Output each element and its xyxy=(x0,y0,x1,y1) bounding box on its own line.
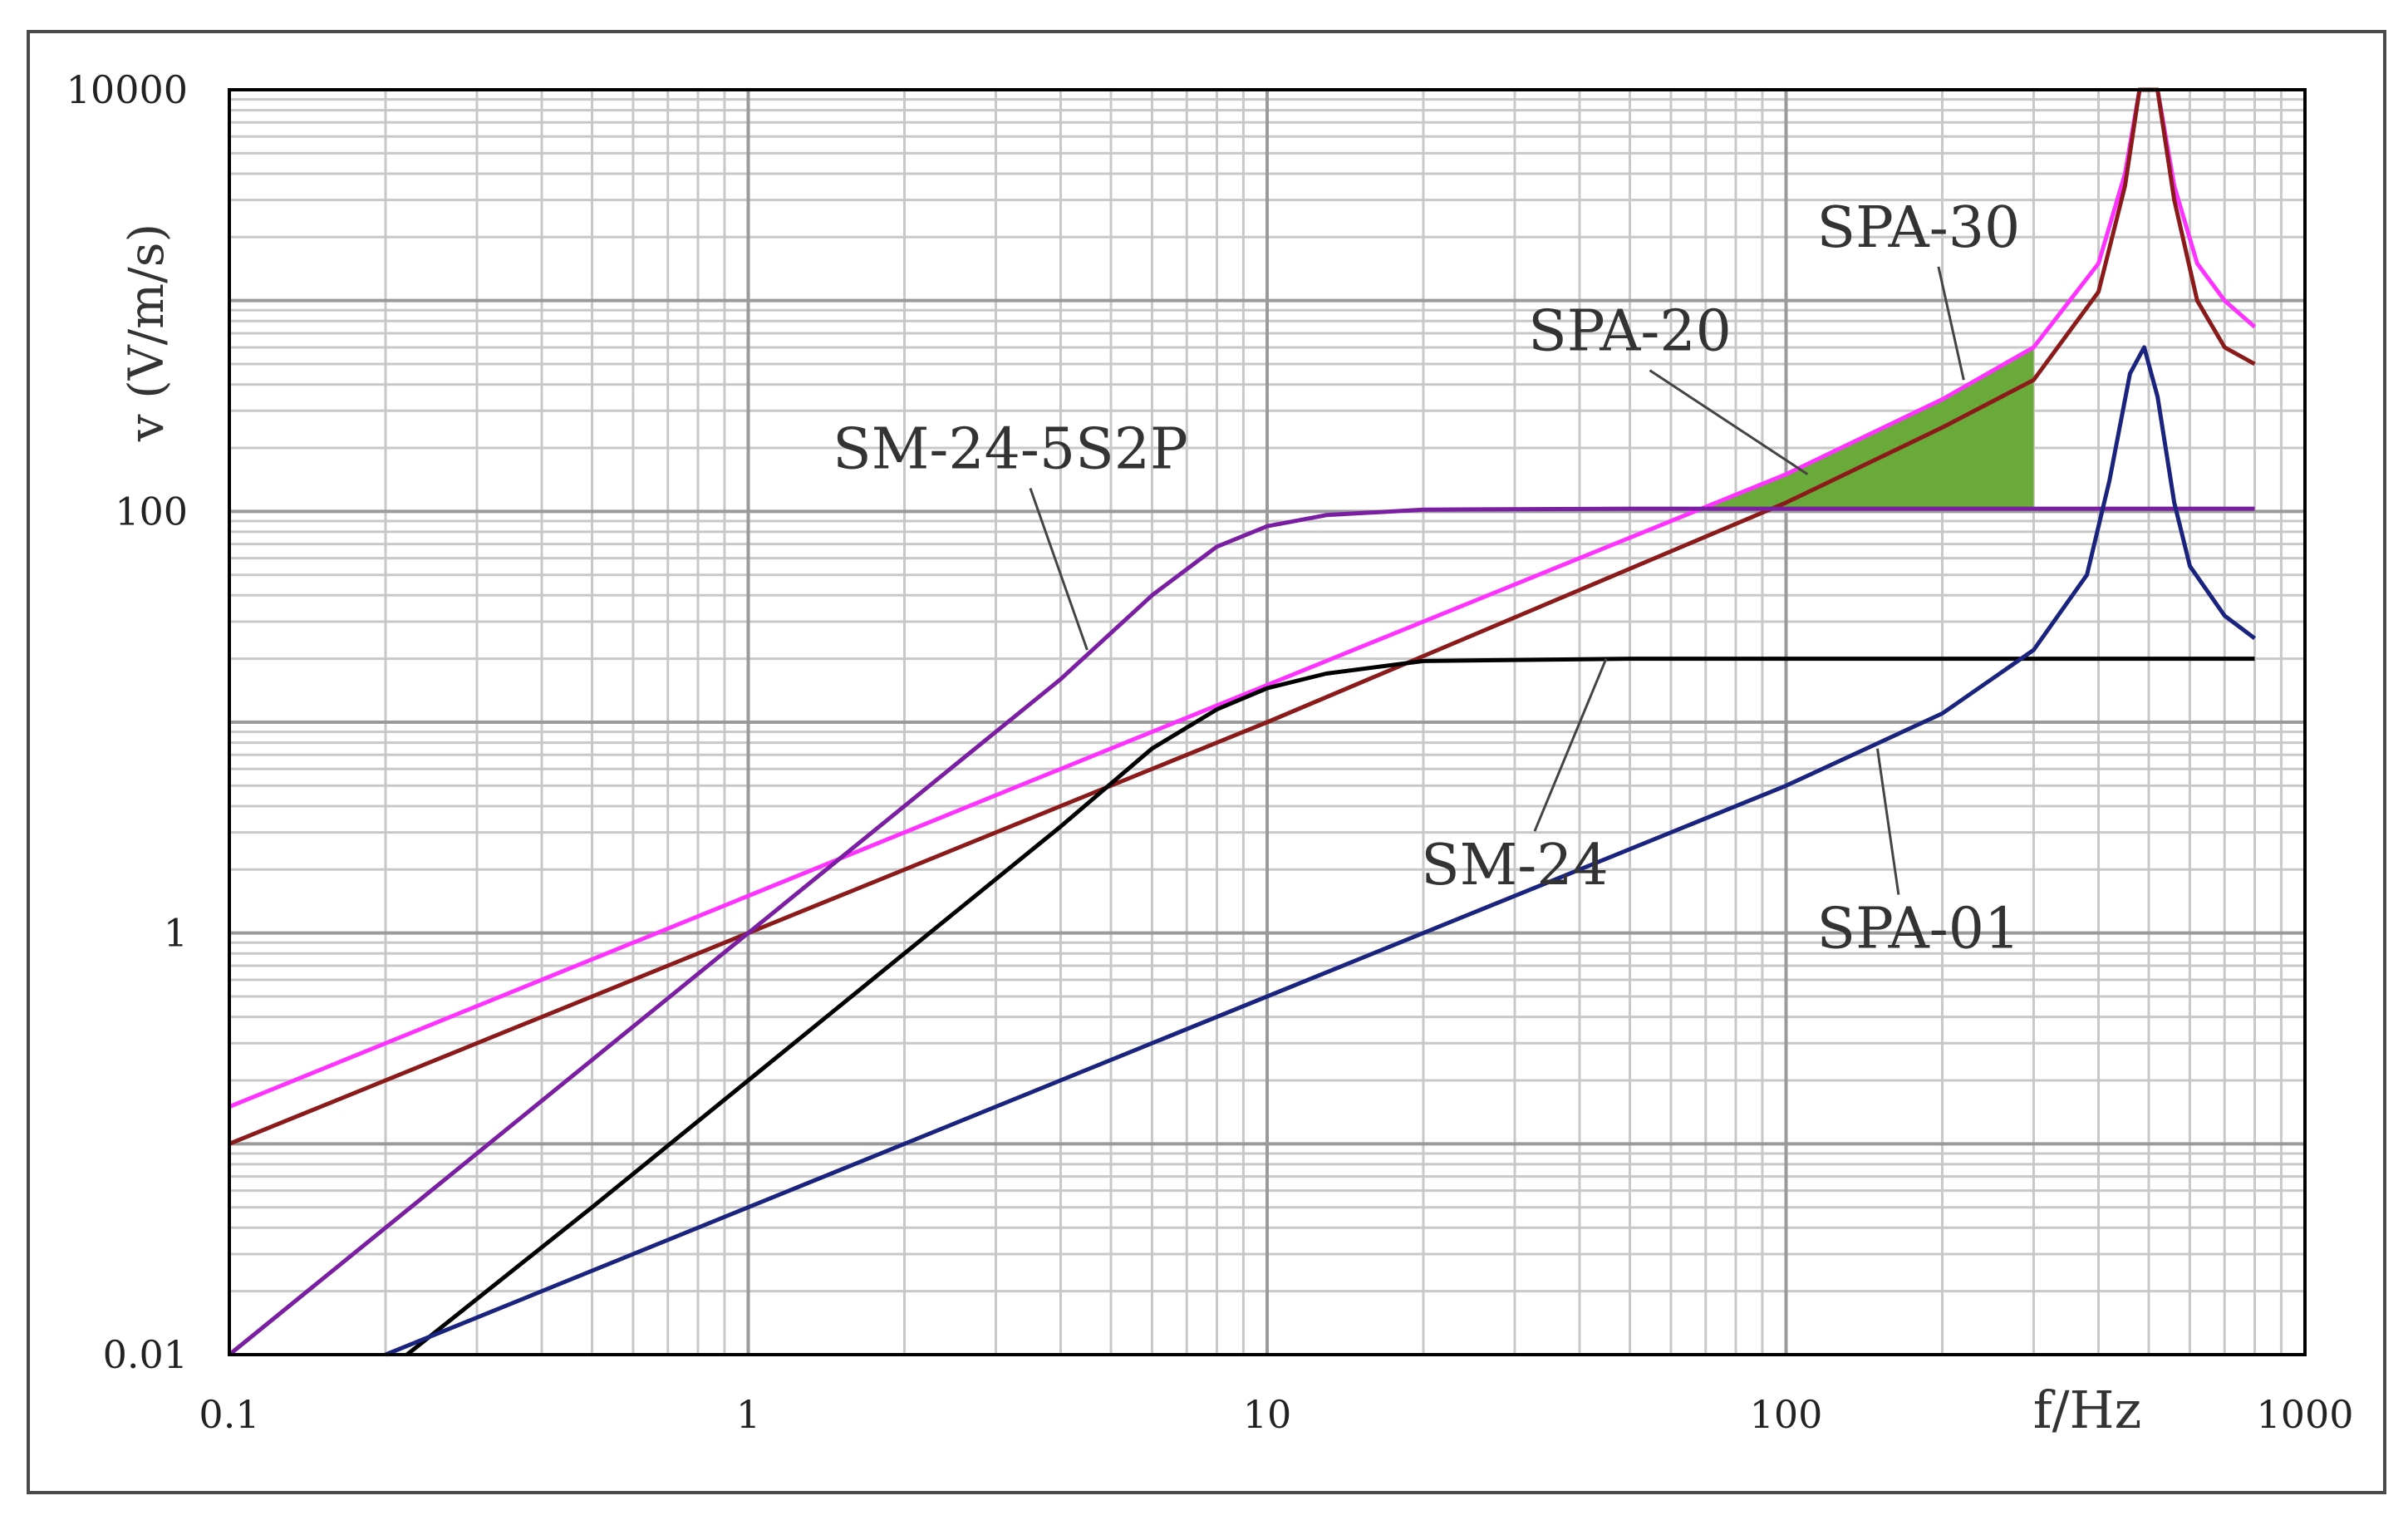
series-line-sm-24-5s2p xyxy=(228,506,2255,1356)
annotation-pointer-spa-30 xyxy=(1937,266,1965,381)
shaded-region-group xyxy=(1705,347,2034,509)
x-tick-labels: 0.1 1 10 100 1000 xyxy=(199,1392,2353,1437)
series-line-spa-20 xyxy=(229,87,2256,1146)
x-tick-label: 10 xyxy=(1243,1392,1292,1437)
y-tick-label: 0.01 xyxy=(103,1332,188,1377)
annotation-pointer-spa-20 xyxy=(1649,369,1809,475)
grid xyxy=(228,88,2307,1356)
annotation-labels: SPA-30 SPA-20 SM-24-5S2P SM-24 SPA-01 xyxy=(833,195,2020,962)
annotation-label-spa-30: SPA-30 xyxy=(1817,195,2021,261)
x-tick-label: 1000 xyxy=(2256,1392,2353,1437)
x-tick-label: 100 xyxy=(1750,1392,1823,1437)
y-tick-label: 100 xyxy=(115,489,188,534)
annotation-label-spa-01: SPA-01 xyxy=(1817,897,2021,962)
annotation-pointers xyxy=(1029,266,1965,895)
series-group xyxy=(228,87,2257,1357)
annotation-pointer-sm-24 xyxy=(1533,658,1608,832)
x-tick-label: 1 xyxy=(736,1392,760,1437)
shaded-region xyxy=(1705,347,2034,509)
annotation-label-sm-24: SM-24 xyxy=(1421,833,1609,898)
series-line-spa-01 xyxy=(385,345,2257,1357)
series-line-sm-24 xyxy=(405,657,2255,1356)
x-axis-title: f/Hz xyxy=(2033,1380,2142,1440)
y-tick-label: 1 xyxy=(164,911,188,956)
annotation-label-spa-20: SPA-20 xyxy=(1528,299,1732,365)
plot-border xyxy=(228,88,2307,1356)
series-line-spa-30 xyxy=(229,87,2257,1109)
y-axis-title: v (V/m/s) xyxy=(118,224,174,442)
annotation-pointer-sm-24-5s2p xyxy=(1029,488,1089,651)
y-tick-label: 10000 xyxy=(66,67,188,112)
x-tick-label: 0.1 xyxy=(199,1392,259,1437)
annotation-pointer-spa-01 xyxy=(1875,748,1900,895)
annotation-label-sm-24-5s2p: SM-24-5S2P xyxy=(833,417,1188,483)
y-tick-labels: 0.01 1 100 10000 xyxy=(66,67,188,1377)
